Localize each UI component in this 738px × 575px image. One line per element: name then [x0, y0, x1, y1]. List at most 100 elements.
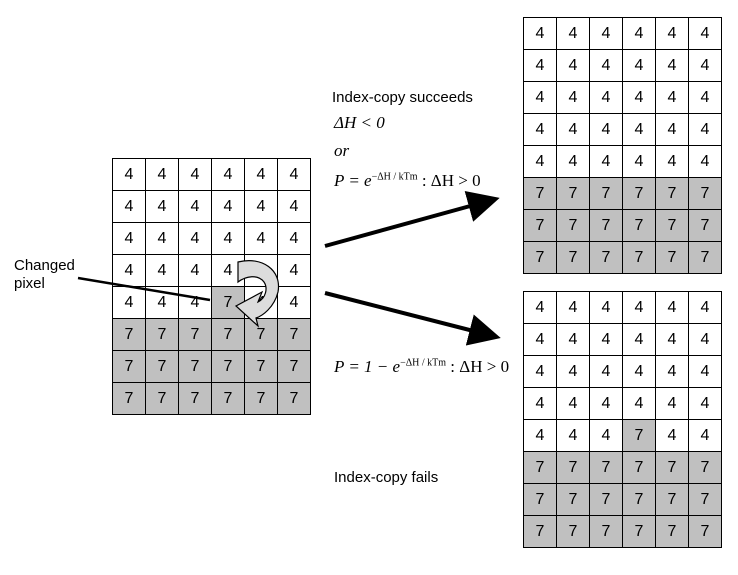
lattice-cell: 4: [277, 158, 311, 191]
lattice-cell: 7: [145, 382, 179, 415]
lattice-cell: 7: [622, 483, 656, 516]
lattice-cell: 7: [589, 209, 623, 242]
lattice-cell: 7: [277, 350, 311, 383]
lattice-cell: 4: [145, 254, 179, 287]
lattice-cell: 7: [655, 209, 689, 242]
lattice-cell: 4: [688, 419, 722, 452]
fail-probability-formula: P = 1 − e−ΔH / kTm : ΔH > 0: [334, 357, 510, 376]
lattice-cell: 7: [244, 382, 278, 415]
lattice-cell: 7: [589, 515, 623, 548]
lattice-cell: 4: [655, 17, 689, 50]
lattice-cell: 7: [523, 241, 557, 274]
success-label: Index-copy succeeds: [332, 89, 473, 106]
fail-label: Index-copy fails: [334, 469, 439, 486]
lattice-cell: 4: [556, 145, 590, 178]
lattice-cell: 4: [556, 355, 590, 388]
lattice-cell: 4: [556, 113, 590, 146]
lattice-cell: 7: [112, 350, 146, 383]
lattice-cell: 4: [556, 17, 590, 50]
lattice-cell: 4: [688, 387, 722, 420]
lattice-cell: 7: [556, 451, 590, 484]
lattice-cell: 4: [178, 254, 212, 287]
lattice-cell: 7: [277, 318, 311, 351]
lattice-cell: 7: [244, 350, 278, 383]
lattice-cell: 7: [211, 382, 245, 415]
lattice-cell: 7: [523, 515, 557, 548]
index-copy-curved-arrow: [234, 260, 280, 328]
lattice-cell: 4: [622, 81, 656, 114]
lattice-cell: 7: [556, 483, 590, 516]
lattice-cell: 4: [112, 254, 146, 287]
lattice-cell: 4: [523, 387, 557, 420]
lattice-cell: 7: [655, 177, 689, 210]
fail-arrow: [324, 291, 501, 346]
lattice-cell: 4: [277, 286, 311, 319]
lattice-cell: 7: [523, 209, 557, 242]
lattice-cell: 4: [523, 49, 557, 82]
success-arrow: [324, 190, 500, 248]
lattice-cell: 7: [145, 350, 179, 383]
lattice-cell: 7: [688, 241, 722, 274]
lattice-cell: 7: [556, 209, 590, 242]
lattice-cell: 7: [178, 318, 212, 351]
lattice-cell: 7: [622, 177, 656, 210]
lattice-cell: 4: [655, 49, 689, 82]
lattice-cell: 7: [211, 318, 245, 351]
lattice-cell: 7: [688, 483, 722, 516]
lattice-cell: 7: [622, 241, 656, 274]
lattice-cell: 7: [688, 515, 722, 548]
lattice-cell: 7: [622, 451, 656, 484]
lattice-cell: 4: [523, 419, 557, 452]
lattice-cell: 4: [589, 419, 623, 452]
lattice-cell: 7: [211, 350, 245, 383]
lattice-cell: 4: [655, 355, 689, 388]
lattice-cell: 7: [556, 241, 590, 274]
lattice-cell: 4: [688, 291, 722, 324]
lattice-cell: 4: [112, 158, 146, 191]
lattice-cell: 7: [523, 451, 557, 484]
lattice-cell: 4: [178, 286, 212, 319]
changed-label: Changed: [14, 257, 75, 274]
lattice-cell: 7: [622, 419, 656, 452]
lattice-cell: 7: [589, 451, 623, 484]
pixel-label: pixel: [14, 275, 45, 292]
success-probability-formula: P = e−ΔH / kTm : ΔH > 0: [334, 171, 481, 190]
lattice-cell: 4: [556, 419, 590, 452]
lattice-cell: 7: [688, 177, 722, 210]
lattice-cell: 7: [112, 318, 146, 351]
lattice-cell: 7: [556, 515, 590, 548]
lattice-cell: 4: [589, 387, 623, 420]
lattice-cell: 4: [622, 145, 656, 178]
lattice-cell: 4: [523, 291, 557, 324]
lattice-cell: 4: [688, 323, 722, 356]
lattice-cell: 4: [556, 291, 590, 324]
lattice-cell: 4: [211, 190, 245, 223]
lattice-cell: 4: [244, 222, 278, 255]
lattice-cell: 4: [589, 113, 623, 146]
lattice-cell: 4: [589, 81, 623, 114]
or-label: or: [334, 141, 350, 160]
lattice-cell: 7: [589, 483, 623, 516]
delta-h-negative: ΔH < 0: [334, 113, 385, 132]
lattice-cell: 7: [277, 382, 311, 415]
lattice-cell: 4: [112, 222, 146, 255]
lattice-cell: 4: [688, 145, 722, 178]
lattice-cell: 7: [178, 350, 212, 383]
